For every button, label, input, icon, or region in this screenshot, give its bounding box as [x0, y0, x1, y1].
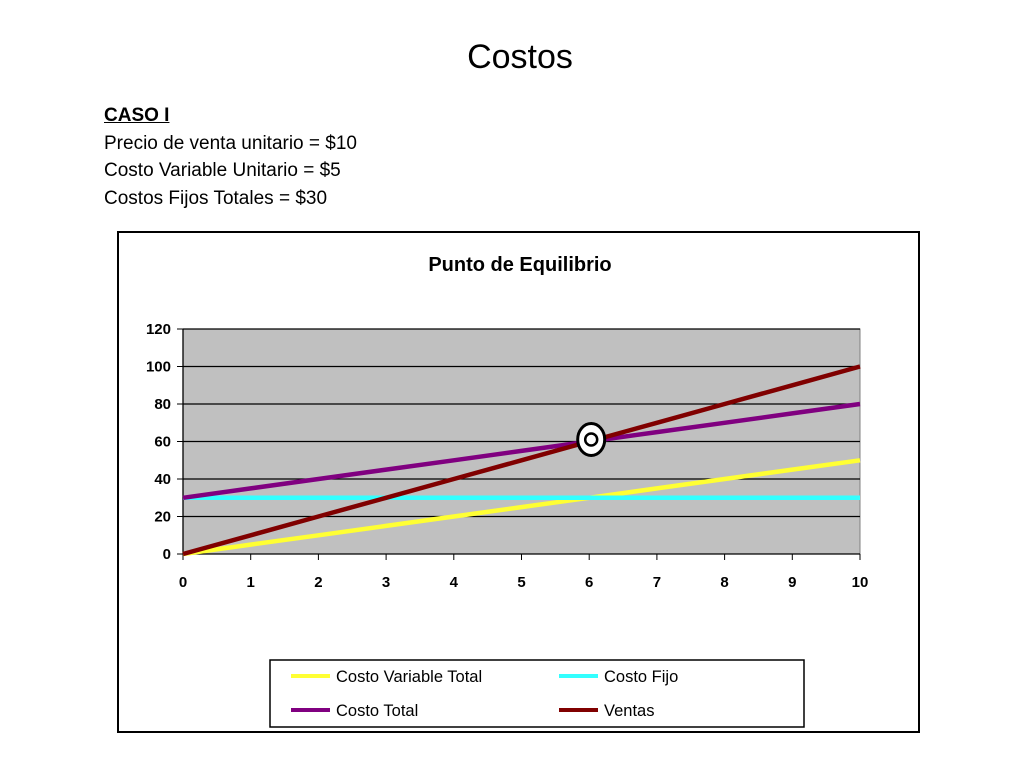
x-tick-label-0: 0: [179, 574, 187, 591]
x-tick-label-6: 6: [585, 574, 593, 591]
slide-title: Costos: [467, 38, 573, 76]
x-tick-label-5: 5: [517, 574, 525, 591]
x-tick-label-4: 4: [450, 574, 459, 591]
series-line-costo-total: [182, 401, 861, 501]
x-tick-label-10: 10: [852, 574, 869, 591]
break-even-chart: Punto de Equilibrio 0 20 40 60 80 100 120 0 1 2 3 4…: [146, 254, 869, 728]
x-tick-label-7: 7: [653, 574, 661, 591]
y-tick-label-40: 40: [154, 471, 171, 488]
legend-label-costo-total: Costo Total: [336, 702, 418, 720]
x-tick-label-2: 2: [314, 574, 322, 591]
y-tick-label-120: 120: [146, 321, 171, 338]
x-tick-label-9: 9: [788, 574, 796, 591]
case-heading: CASO I: [104, 105, 170, 126]
y-tick-label-0: 0: [163, 546, 171, 563]
legend-label-costo-fijo: Costo Fijo: [604, 668, 678, 686]
legend-box: [269, 659, 805, 728]
chart-title: Punto de Equilibrio: [428, 254, 611, 276]
unit-price-line: Precio de venta unitario = $10: [104, 132, 357, 154]
legend-label-costo-variable-total: Costo Variable Total: [336, 668, 482, 686]
unit-variable-cost-line: Costo Variable Unitario = $5: [104, 160, 341, 181]
case-description: CASO I Precio de venta unitario = $10 Co…: [104, 102, 357, 212]
y-tick-label-60: 60: [154, 434, 171, 451]
y-tick-label-20: 20: [154, 509, 171, 526]
x-tick-label-3: 3: [382, 574, 390, 591]
y-tick-label-80: 80: [154, 396, 171, 413]
legend-label-ventas: Ventas: [604, 702, 654, 720]
x-tick-label-1: 1: [247, 574, 255, 591]
series-line-ventas: [182, 364, 861, 557]
x-tick-label-8: 8: [720, 574, 728, 591]
break-even-marker-inner: [583, 432, 599, 447]
legend: Costo Variable Total Costo Fijo Costo To…: [269, 659, 805, 728]
break-even-marker-outer: [576, 422, 607, 457]
y-tick-label-100: 100: [146, 359, 171, 376]
series-line-costo-variable-total: [182, 458, 861, 557]
chart-frame: Punto de Equilibrio 0 20 40 60 80 100 120 0 1 2 3 4…: [117, 231, 920, 733]
total-fixed-cost-line: Costos Fijos Totales = $30: [104, 187, 328, 209]
